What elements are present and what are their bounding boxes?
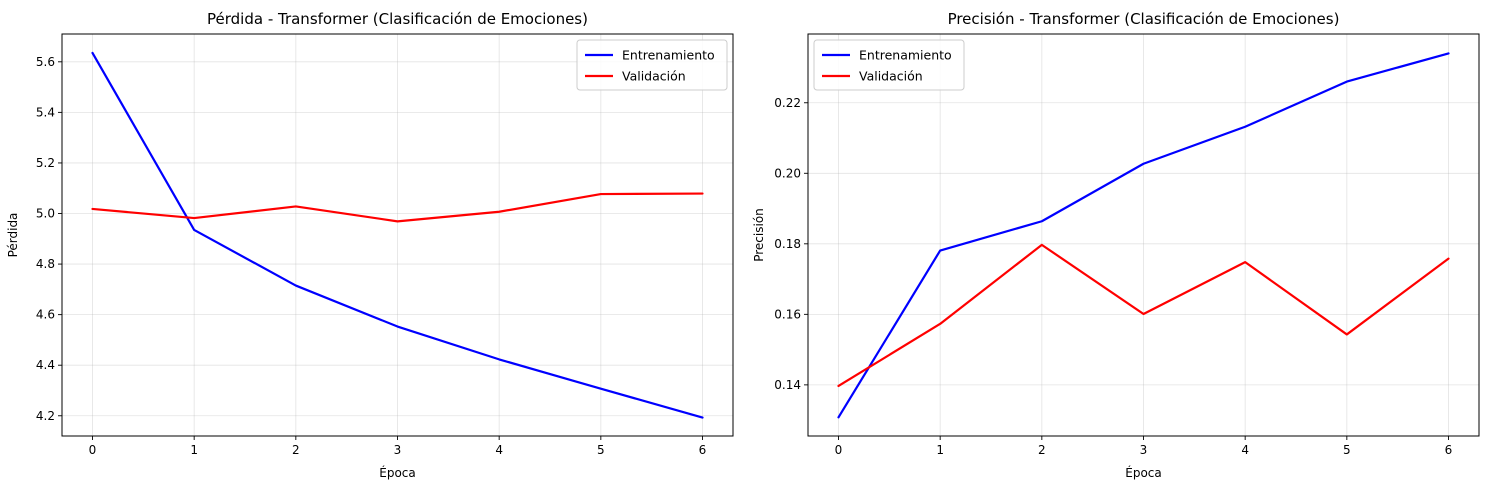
chart-title: Precisión - Transformer (Clasificación d…	[948, 10, 1340, 28]
x-tick-label: 4	[1241, 443, 1249, 457]
x-tick-label: 1	[190, 443, 198, 457]
series-line-entrenamiento	[837, 52, 1450, 419]
series-line-validacion	[91, 192, 704, 223]
x-tick-label: 3	[1140, 443, 1148, 457]
y-tick-label: 4.8	[36, 257, 55, 271]
y-tick-label: 0.18	[774, 237, 801, 251]
x-tick-label: 2	[292, 443, 300, 457]
legend-box	[576, 39, 728, 91]
series-line-validacion	[837, 243, 1450, 388]
x-tick-label: 2	[1038, 443, 1046, 457]
y-axis-label: Pérdida	[6, 213, 20, 258]
y-tick-label: 0.20	[774, 166, 801, 180]
y-tick-label: 0.22	[774, 96, 801, 110]
legend: Entrenamiento Validación	[813, 39, 965, 91]
x-tick-label: 4	[495, 443, 503, 457]
x-tick-label: 6	[1445, 443, 1453, 457]
y-tick-label: 5.6	[36, 55, 55, 69]
x-tick-label: 1	[936, 443, 944, 457]
x-tick-label: 5	[1343, 443, 1351, 457]
legend-box	[813, 39, 965, 91]
x-tick-label: 6	[699, 443, 707, 457]
legend-label: Validación	[859, 69, 923, 84]
y-tick-label: 4.2	[36, 409, 55, 423]
x-tick-label: 0	[89, 443, 97, 457]
series-line-entrenamiento	[91, 51, 704, 419]
y-axis-label: Precisión	[752, 208, 766, 262]
x-tick-label: 5	[597, 443, 605, 457]
legend-label: Validación	[622, 69, 686, 84]
y-tick-label: 4.4	[36, 358, 55, 372]
loss-chart: 0 1 2 3 4 5 6 4.2 4.4 4.6 4.8 5.0 5.2 5.4 5.6 Pérdida -…	[6, 10, 734, 480]
y-tick-label: 5.0	[36, 207, 55, 221]
legend-label: Entrenamiento	[859, 48, 952, 63]
accuracy-chart: 0 1 2 3 4 5 6 0.14 0.16 0.18 0.20 0.22 Precisión - T…	[752, 10, 1480, 480]
y-tick-label: 5.2	[36, 156, 55, 170]
y-tick-label: 0.16	[774, 307, 801, 321]
legend-label: Entrenamiento	[622, 48, 715, 63]
x-axis-label: Época	[379, 465, 416, 480]
y-tick-label: 4.6	[36, 308, 55, 322]
x-tick-label: 0	[835, 443, 843, 457]
x-axis-label: Época	[1125, 465, 1162, 480]
chart-title: Pérdida - Transformer (Clasificación de …	[207, 10, 588, 28]
y-tick-label: 0.14	[774, 378, 801, 392]
legend: Entrenamiento Validación	[576, 39, 728, 91]
x-tick-label: 3	[394, 443, 402, 457]
y-tick-label: 5.4	[36, 105, 55, 119]
